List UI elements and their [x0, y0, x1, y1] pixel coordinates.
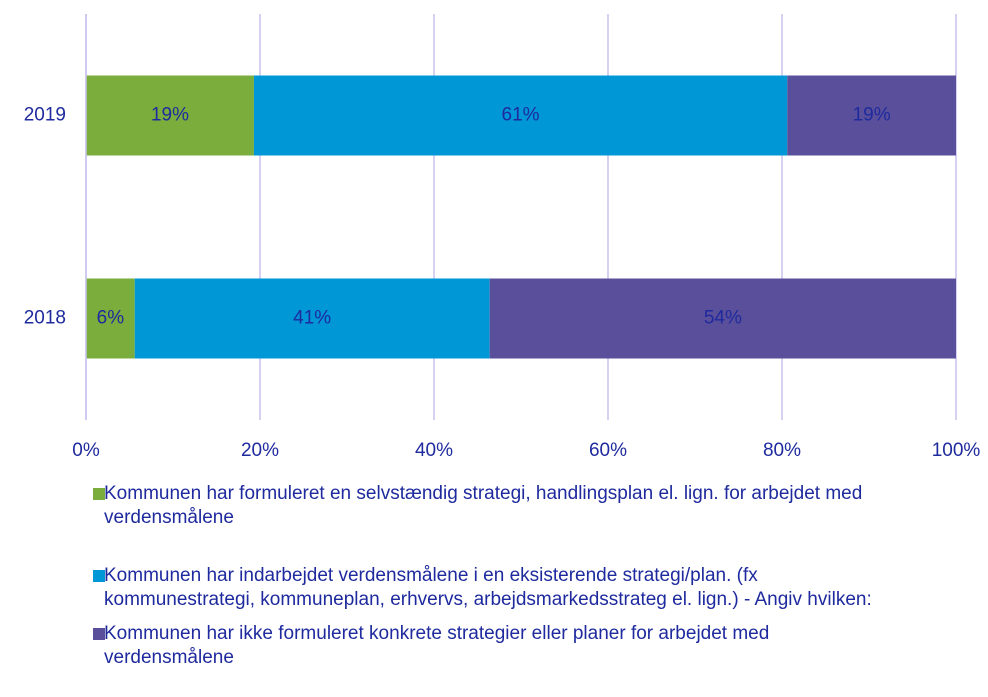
legend-item: Kommunen har formuleret en selvstændig s… — [84, 482, 904, 530]
data-label: 41% — [293, 308, 331, 329]
bar-segment — [86, 75, 254, 156]
legend-swatch — [93, 628, 105, 640]
x-tick-label: 60% — [589, 440, 627, 461]
bar-segment — [489, 278, 956, 359]
legend-swatch — [93, 488, 105, 500]
x-tick-label: 40% — [415, 440, 453, 461]
data-label: 61% — [502, 105, 540, 126]
x-tick-label: 20% — [241, 440, 279, 461]
data-label: 19% — [151, 105, 189, 126]
y-tick-label: 2018 — [24, 308, 66, 329]
y-tick-label: 2019 — [24, 105, 66, 126]
x-tick-label: 0% — [72, 440, 100, 461]
legend-item: Kommunen har ikke formuleret konkrete st… — [84, 622, 904, 670]
legend-label: Kommunen har ikke formuleret konkrete st… — [104, 623, 770, 668]
legend-swatch — [93, 570, 105, 582]
legend: Kommunen har formuleret en selvstændig s… — [84, 482, 904, 697]
x-tick-label: 100% — [932, 440, 981, 461]
x-tick-label: 80% — [763, 440, 801, 461]
bar-segment — [134, 278, 490, 359]
bar-segment — [787, 75, 956, 156]
data-label: 6% — [97, 308, 125, 329]
legend-item: Kommunen har indarbejdet verdensmålene i… — [84, 564, 904, 612]
bar-segment — [86, 278, 135, 359]
data-label: 19% — [853, 105, 891, 126]
data-label: 54% — [704, 308, 742, 329]
legend-label: Kommunen har formuleret en selvstændig s… — [104, 483, 863, 528]
bar-segment — [253, 75, 788, 156]
legend-label: Kommunen har indarbejdet verdensmålene i… — [104, 565, 872, 610]
